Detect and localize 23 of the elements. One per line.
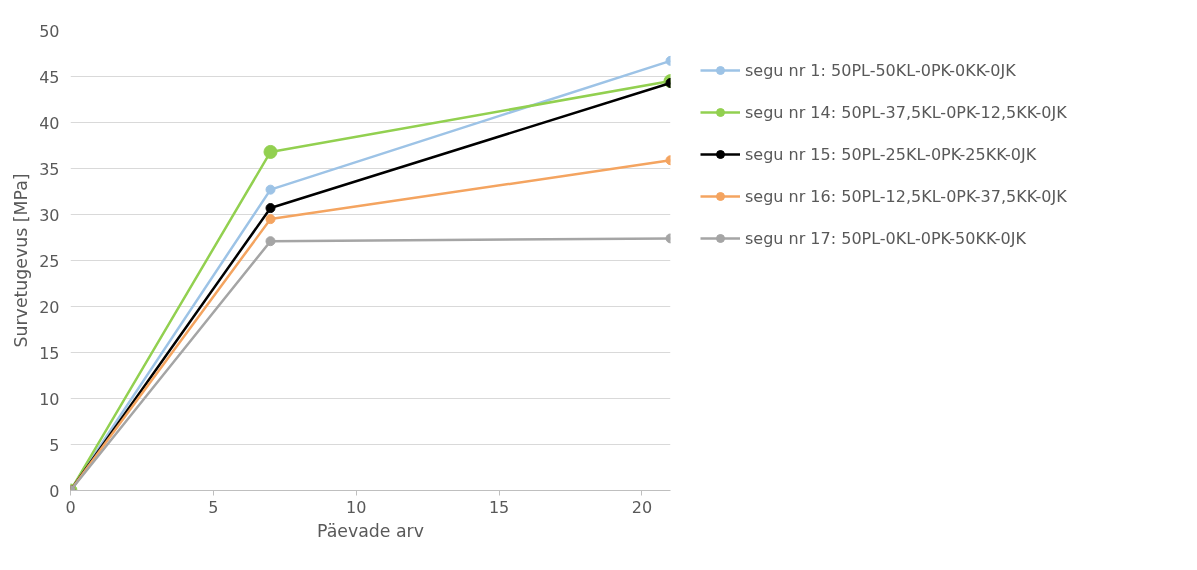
y-tick-label: 45 — [39, 67, 60, 87]
y-tick-label: 25 — [39, 251, 60, 271]
y-tick-label: 40 — [39, 113, 60, 133]
x-axis-title: Päevade arv — [317, 520, 425, 541]
y-tick-label: 0 — [49, 481, 60, 501]
x-tick-label: 15 — [488, 497, 510, 517]
legend-label: segu nr 14: 50PL-37,5KL-0PK-12,5KK-0JK — [745, 102, 1067, 122]
y-axis-title: Survetugevus [MPa] — [11, 173, 32, 348]
legend-label: segu nr 17: 50PL-0KL-0PK-50KK-0JK — [745, 228, 1026, 248]
y-tick-label: 20 — [39, 297, 60, 317]
y-tick-label: 30 — [39, 205, 60, 225]
y-tick-label: 5 — [49, 435, 60, 455]
x-tick-label: 0 — [65, 497, 76, 517]
y-tick-label: 50 — [39, 21, 60, 41]
y-tick-label: 35 — [39, 159, 60, 179]
legend-label: segu nr 15: 50PL-25KL-0PK-25KK-0JK — [745, 144, 1037, 164]
legend-label: segu nr 16: 50PL-12,5KL-0PK-37,5KK-0JK — [745, 186, 1067, 206]
x-tick-label: 10 — [346, 497, 367, 517]
y-tick-label: 15 — [39, 343, 60, 363]
x-tick-label: 5 — [208, 497, 219, 517]
legend-label: segu nr 1: 50PL-50KL-0PK-0KK-0JK — [745, 60, 1016, 80]
x-tick-label: 20 — [631, 497, 653, 517]
y-tick-label: 10 — [39, 389, 60, 409]
